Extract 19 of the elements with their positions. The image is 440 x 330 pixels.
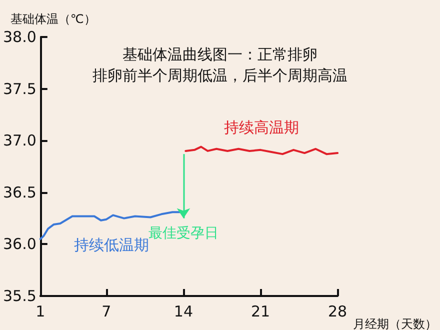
y-axis-title: 基础体温（℃）	[10, 12, 96, 26]
x-tick-label: 21	[250, 302, 270, 320]
text: 排卵前半个周期低温，后半个周期高温	[92, 66, 348, 84]
x-tick-label: 1	[36, 302, 46, 320]
x-tick-label: 7	[102, 302, 112, 320]
annotation: 最佳受孕日	[148, 225, 218, 242]
series-label: 持续高温期	[224, 118, 300, 136]
y-tick-label: 36.0	[2, 235, 36, 254]
y-tick-label: 38.0	[2, 28, 36, 46]
x-tick-label: 28	[328, 302, 348, 320]
text: 基础体温曲线图一：正常排卵	[122, 46, 318, 64]
y-tick-label: 35.5	[2, 287, 36, 305]
x-axis-title: 月经期（天数）	[353, 317, 437, 330]
x-tick-label: 14	[174, 302, 194, 320]
y-tick-label: 36.5	[2, 183, 36, 202]
series-label: 持续低温期	[74, 236, 149, 254]
line-series	[184, 146, 339, 156]
y-tick-label: 37.0	[2, 132, 36, 150]
y-tick-label: 37.5	[2, 80, 36, 98]
